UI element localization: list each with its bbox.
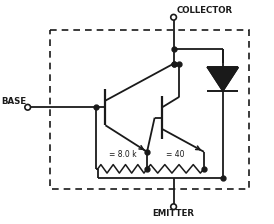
Circle shape xyxy=(25,104,30,110)
Text: = 40: = 40 xyxy=(166,150,185,159)
Text: COLLECTOR: COLLECTOR xyxy=(176,6,233,15)
Text: EMITTER: EMITTER xyxy=(153,209,195,218)
Text: = 8.0 k: = 8.0 k xyxy=(109,150,136,159)
FancyBboxPatch shape xyxy=(50,30,249,189)
Circle shape xyxy=(171,14,176,20)
Circle shape xyxy=(171,204,176,210)
Text: BASE: BASE xyxy=(2,97,27,106)
Polygon shape xyxy=(207,67,238,91)
